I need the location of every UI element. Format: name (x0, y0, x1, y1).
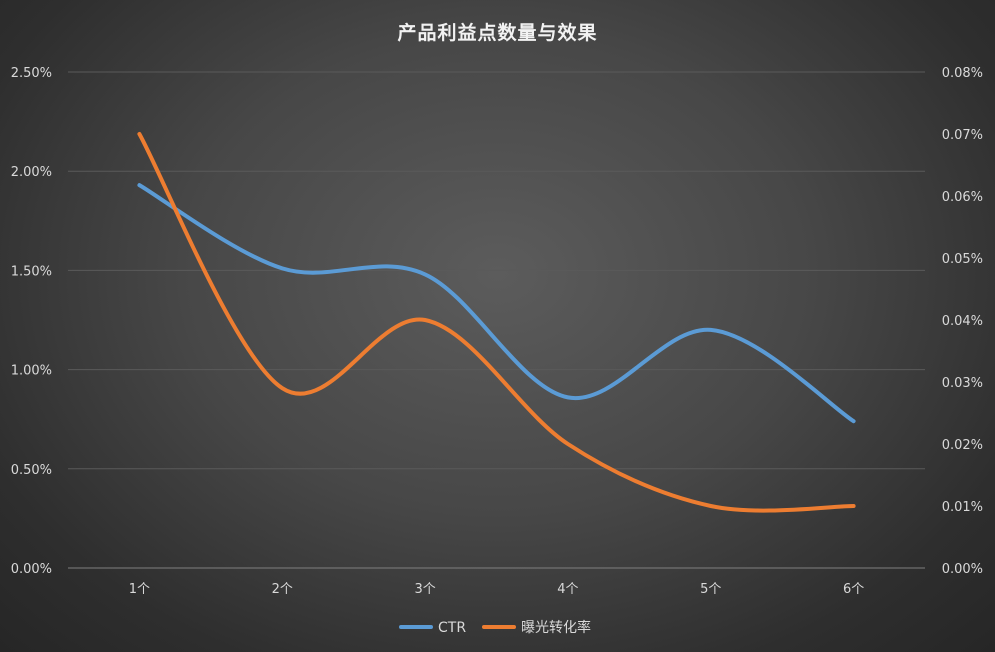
legend-label-2: 曝光转化率 (521, 619, 591, 636)
right-tick-label: 0.08% (942, 66, 983, 81)
chart-title: 产品利益点数量与效果 (397, 22, 598, 44)
x-axis: 1个 2个 3个 4个 5个 6个 (129, 582, 864, 597)
x-tick-label: 1个 (129, 582, 150, 597)
x-tick-label: 3个 (414, 582, 435, 597)
legend: CTR 曝光转化率 (399, 619, 591, 636)
right-tick-label: 0.07% (942, 128, 983, 143)
x-tick-label: 5个 (700, 582, 721, 597)
series-lines (137, 132, 856, 513)
x-tick-label: 4个 (557, 582, 578, 597)
right-tick-label: 0.06% (942, 190, 983, 205)
legend-label-1: CTR (438, 620, 466, 636)
left-tick-label: 2.50% (11, 66, 52, 81)
right-tick-label: 0.03% (942, 376, 983, 391)
right-tick-label: 0.02% (942, 438, 983, 453)
right-tick-label: 0.00% (942, 562, 983, 577)
x-tick-label: 6个 (843, 582, 864, 597)
x-tick-label: 2个 (272, 582, 293, 597)
left-y-axis: 0.00% 0.50% 1.00% 1.50% 2.00% 2.50% (11, 66, 52, 577)
right-tick-label: 0.01% (942, 500, 983, 515)
gridlines (68, 71, 925, 569)
left-tick-label: 2.00% (11, 165, 52, 180)
series-line-2 (137, 132, 856, 513)
right-tick-label: 0.05% (942, 252, 983, 267)
left-tick-label: 1.50% (11, 264, 52, 279)
right-tick-label: 0.04% (942, 314, 983, 329)
left-tick-label: 1.00% (11, 364, 52, 379)
left-tick-label: 0.00% (11, 562, 52, 577)
series-line-1 (137, 183, 856, 424)
left-tick-label: 0.50% (11, 463, 52, 478)
right-y-axis: 0.00% 0.01% 0.02% 0.03% 0.04% 0.05% 0.06% 0.07%… (942, 66, 983, 577)
